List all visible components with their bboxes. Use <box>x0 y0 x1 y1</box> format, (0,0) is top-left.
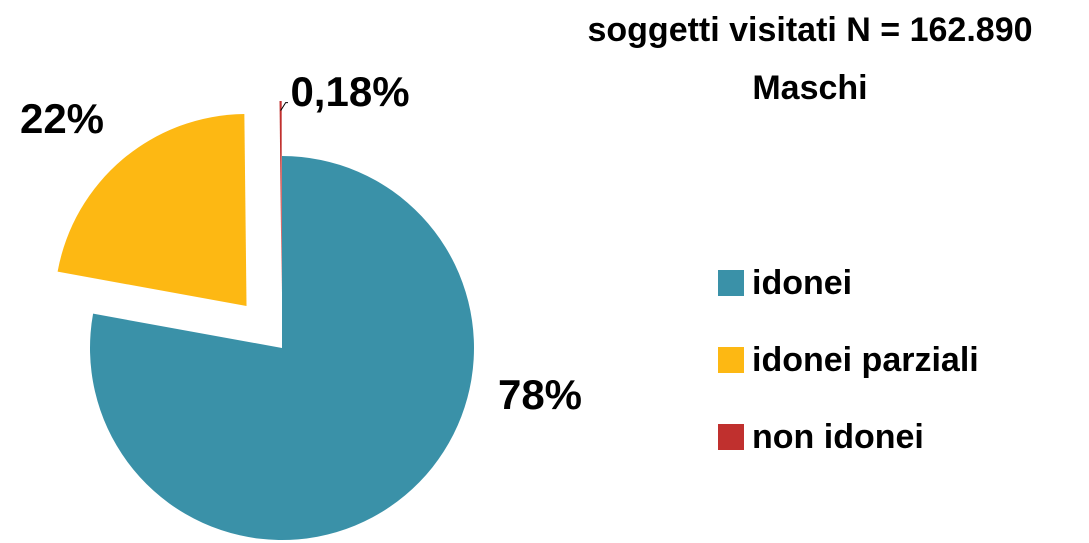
data-label: 22% <box>20 95 104 142</box>
legend-swatch <box>718 347 744 373</box>
legend-label: non idonei <box>752 418 924 456</box>
pie-slice <box>279 101 282 294</box>
leader-line <box>280 102 288 111</box>
pie-slice <box>57 113 247 306</box>
chart-title: soggetti visitati N = 162.890 <box>587 11 1032 49</box>
data-label: 78% <box>498 371 582 418</box>
chart-subtitle: Maschi <box>752 69 867 107</box>
legend-label: idonei <box>752 264 852 302</box>
legend-label: idonei parziali <box>752 341 979 379</box>
pie-slice <box>90 156 474 540</box>
legend-swatch <box>718 424 744 450</box>
data-label: 0,18% <box>290 68 409 115</box>
legend-swatch <box>718 270 744 296</box>
